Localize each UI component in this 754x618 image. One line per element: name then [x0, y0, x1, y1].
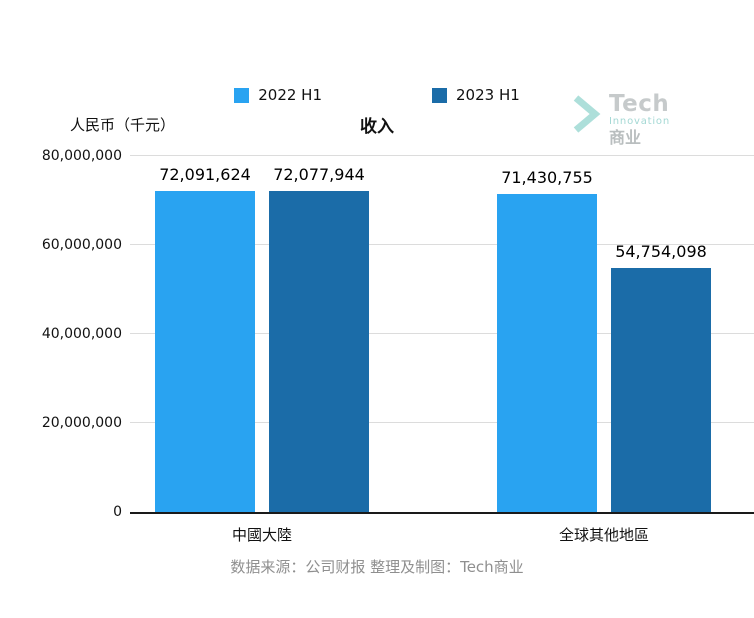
- bar-value-label: 72,091,624: [159, 165, 251, 185]
- y-axis-tick-label: 0: [113, 504, 122, 520]
- chevron-right-icon: [571, 92, 601, 140]
- legend-label: 2022 H1: [258, 86, 322, 104]
- legend-swatch: [432, 87, 447, 103]
- brand-subtitle: Innovation: [609, 116, 670, 128]
- bar-wrap: 72,077,944: [269, 156, 369, 512]
- bar: [497, 194, 597, 512]
- legend-item: 2023 H1: [432, 86, 520, 104]
- x-axis-category-label: 中國大陸: [231, 526, 292, 544]
- gridline: [130, 244, 754, 245]
- bar-group: 72,091,624 72,077,944 中國大陸: [155, 156, 369, 544]
- legend: 2022 H1 2023 H1: [0, 86, 754, 104]
- bar-wrap: 54,754,098: [611, 156, 711, 512]
- brand-name-cn: 商业: [609, 127, 642, 147]
- brand-name: Tech: [609, 91, 670, 117]
- y-axis-tick-label: 20,000,000: [41, 415, 122, 431]
- x-axis-category-label: 全球其他地區: [558, 526, 649, 544]
- y-axis-tick-label: 60,000,000: [41, 237, 122, 253]
- y-axis-unit-label: 人民币（千元）: [70, 116, 176, 134]
- bar-value-label: 72,077,944: [273, 165, 365, 185]
- gridline: [130, 155, 754, 156]
- chart-title: 收入: [360, 117, 394, 137]
- y-axis-labels: 0 20,000,000 40,000,000 60,000,000 80,000,00…: [0, 148, 122, 520]
- brand-logo-text: Tech Innovation 商业: [609, 92, 670, 146]
- plot-area: 72,091,624 72,077,944 中國大陸 71,430,755 54,754…: [130, 155, 754, 544]
- brand-logo: Tech Innovation 商业: [571, 92, 670, 146]
- bar: [155, 191, 255, 512]
- gridline: [130, 333, 754, 334]
- bar-value-label: 71,430,755: [501, 168, 593, 188]
- source-note: 数据来源：公司财报 整理及制图：Tech商业: [230, 558, 524, 576]
- gridline: [130, 422, 754, 423]
- y-axis-tick-label: 40,000,000: [41, 326, 122, 342]
- bar: [269, 191, 369, 512]
- bar-value-label: 54,754,098: [615, 242, 707, 262]
- bar-group: 71,430,755 54,754,098 全球其他地區: [497, 156, 711, 544]
- legend-label: 2023 H1: [456, 86, 520, 104]
- legend-item: 2022 H1: [234, 86, 322, 104]
- legend-swatch: [234, 87, 250, 103]
- bar: [611, 268, 711, 512]
- bar-wrap: 71,430,755: [497, 156, 597, 512]
- bar-wrap: 72,091,624: [155, 156, 255, 512]
- y-axis-tick-label: 80,000,000: [41, 148, 122, 164]
